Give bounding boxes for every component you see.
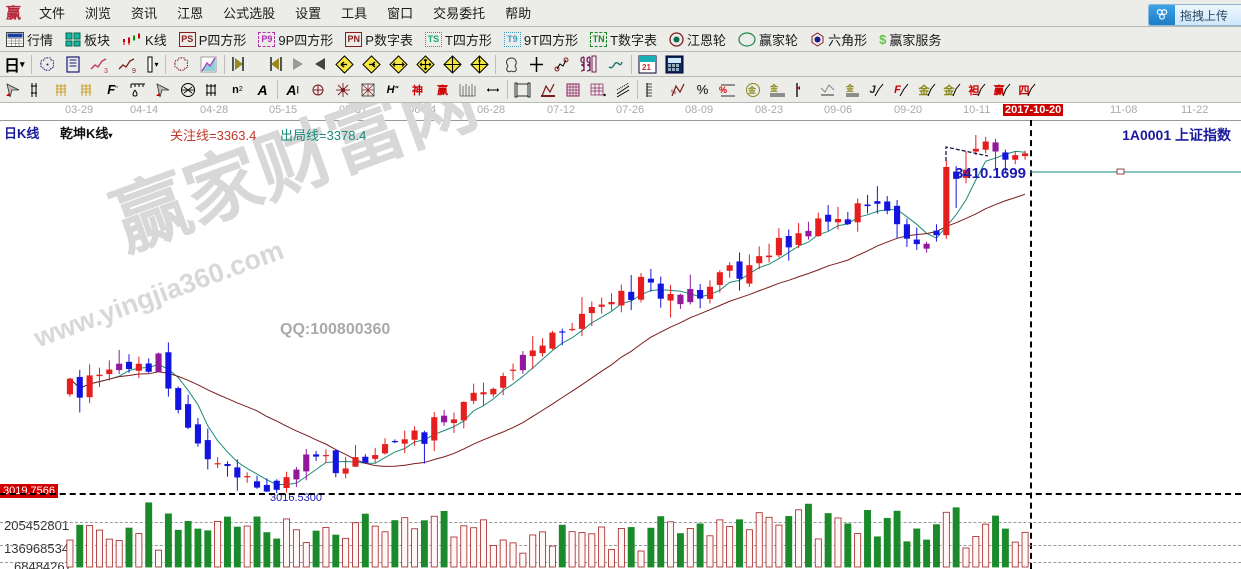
svg-text:9: 9 [132, 68, 136, 74]
svg-text:%: % [671, 90, 677, 96]
svg-text:21: 21 [642, 63, 651, 72]
svg-text:%: % [719, 85, 727, 95]
svg-text:3: 3 [104, 68, 108, 74]
svg-text:金: 金 [845, 83, 855, 93]
svg-text:金: 金 [747, 85, 757, 95]
svg-text:金: 金 [769, 83, 779, 93]
